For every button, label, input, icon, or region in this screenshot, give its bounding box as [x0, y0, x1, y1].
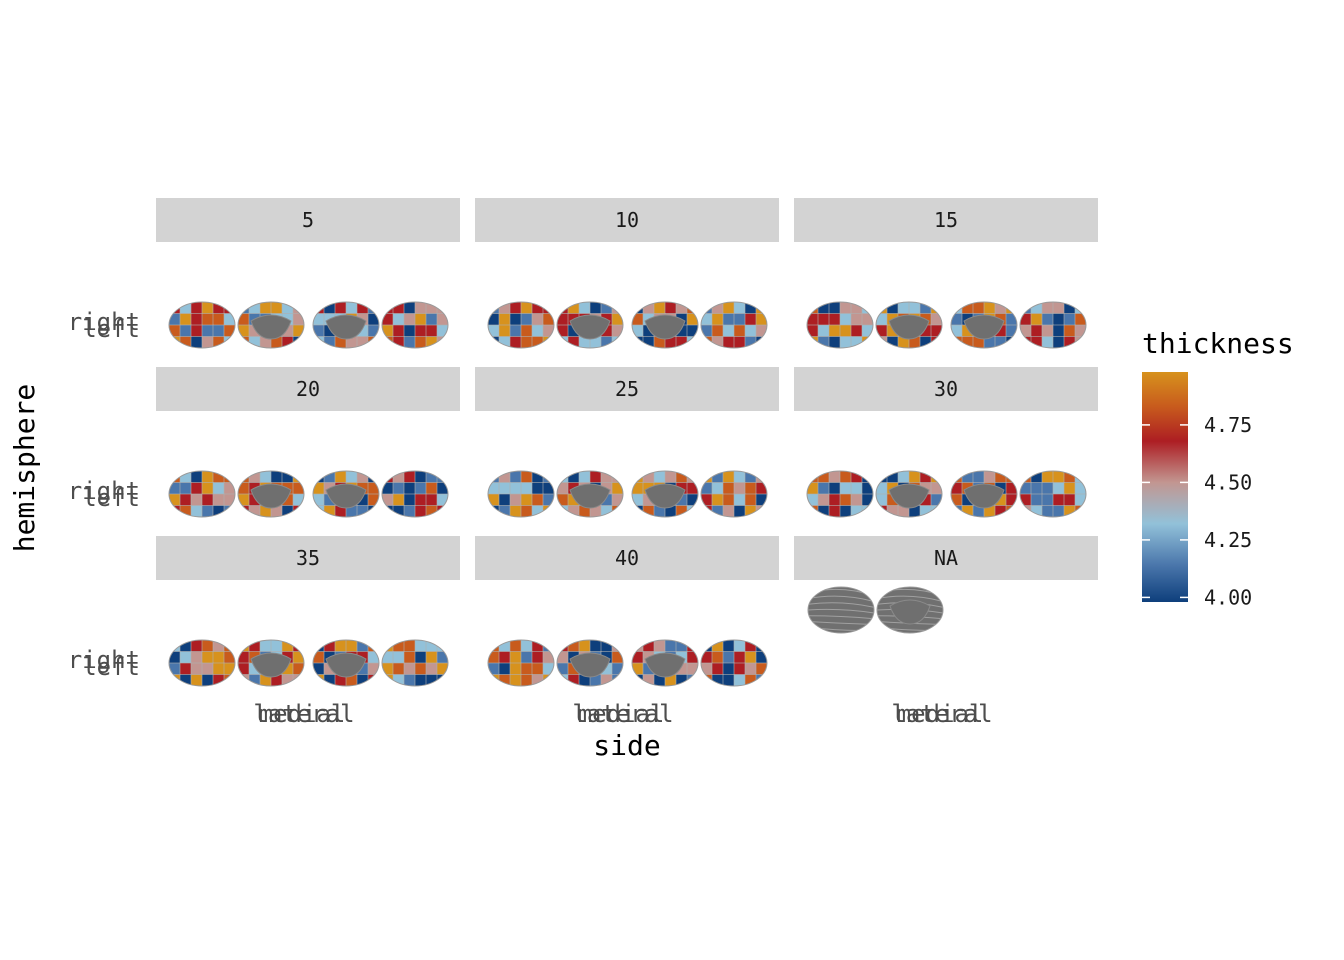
legend-label: 4.75: [1204, 413, 1252, 437]
x-tick-medial: medial: [578, 700, 665, 728]
facet-strip-label: 30: [934, 377, 958, 401]
facet-panel: NA: [794, 536, 1098, 634]
brain-view: [556, 639, 624, 687]
x-tick-lateral: lateral: [253, 700, 354, 728]
brain-view: [631, 639, 699, 687]
legend-ticks: 4.00 4.25 4.50 4.75: [1142, 413, 1252, 609]
brain-view: [381, 301, 449, 349]
facet-strip-label: 25: [615, 377, 639, 401]
facet-panel: 15: [794, 198, 1098, 349]
x-tick-medial: medial: [897, 700, 984, 728]
brain-view: [381, 639, 449, 687]
brain-view: [381, 470, 449, 518]
brain-view: [556, 301, 624, 349]
brain-view: [168, 301, 236, 349]
facet-strip-label: 5: [302, 208, 314, 232]
facet-strip-label: 20: [296, 377, 320, 401]
brain-view: [237, 301, 305, 349]
y-tick-right: right: [68, 646, 140, 674]
legend-label: 4.25: [1204, 528, 1252, 552]
legend: thickness 4.00 4.25 4.50 4.75: [1142, 327, 1294, 609]
facet-strip: [156, 367, 460, 411]
y-tick-left: left: [82, 315, 140, 343]
brain-view: [631, 301, 699, 349]
brain-view: [487, 301, 555, 349]
brain-view: [806, 301, 874, 349]
facet-strip: [475, 198, 779, 242]
brain-view: [556, 470, 624, 518]
facet-strip-label: 15: [934, 208, 958, 232]
facet-strip-label: 40: [615, 546, 639, 570]
y-tick-left: left: [82, 484, 140, 512]
brain-view: [875, 470, 943, 518]
brain-view: [312, 639, 380, 687]
facet-panel: 40: [475, 536, 779, 687]
brain-view: [631, 470, 699, 518]
facet-strip: [156, 536, 460, 580]
facet-panel: 25: [475, 367, 779, 518]
brain-view: [237, 639, 305, 687]
y-tick-right: right: [68, 477, 140, 505]
facet-strip: [475, 536, 779, 580]
facet-panel: 30: [794, 367, 1098, 518]
brain-view: [312, 470, 380, 518]
legend-colorbar: [1142, 372, 1188, 602]
facet-panel: 35: [156, 536, 460, 687]
brain-view: [876, 586, 944, 634]
legend-label: 4.50: [1204, 470, 1252, 494]
brain-view: [1019, 470, 1087, 518]
facet-strip: [794, 536, 1098, 580]
brain-view: [487, 639, 555, 687]
facet-panel: 10: [475, 198, 779, 349]
facet-strip-label: 10: [615, 208, 639, 232]
facet-panel: 20: [156, 367, 460, 518]
x-axis-title: side: [593, 729, 660, 762]
x-tick-lateral: lateral: [572, 700, 673, 728]
brain-view: [168, 639, 236, 687]
x-tick-medial: medial: [259, 700, 346, 728]
brain-view: [807, 586, 875, 634]
legend-label: 4.00: [1204, 585, 1252, 609]
brain-view: [700, 470, 768, 518]
y-tick-left: left: [82, 653, 140, 681]
brain-view: [700, 301, 768, 349]
facet-panel: 5: [156, 198, 460, 349]
brain-view: [700, 639, 768, 687]
brain-view: [487, 470, 555, 518]
brain-view: [237, 470, 305, 518]
x-tick-lateral: lateral: [891, 700, 992, 728]
y-axis-title-text: hemisphere: [8, 384, 41, 553]
brain-view: [1019, 301, 1087, 349]
facet-strip: [794, 367, 1098, 411]
facet-strip-label: NA: [934, 546, 958, 570]
facet-strip: [794, 198, 1098, 242]
brain-view: [950, 470, 1018, 518]
brain-view: [168, 470, 236, 518]
facet-strip-label: 35: [296, 546, 320, 570]
brain-view: [312, 301, 380, 349]
brain-view: [950, 301, 1018, 349]
facet-strip: [475, 367, 779, 411]
legend-title: thickness: [1142, 327, 1294, 360]
y-axis-title: hemisphere: [8, 384, 41, 553]
y-tick-right: right: [68, 308, 140, 336]
brain-view: [806, 470, 874, 518]
facet-strip: [156, 198, 460, 242]
brain-view: [875, 301, 943, 349]
